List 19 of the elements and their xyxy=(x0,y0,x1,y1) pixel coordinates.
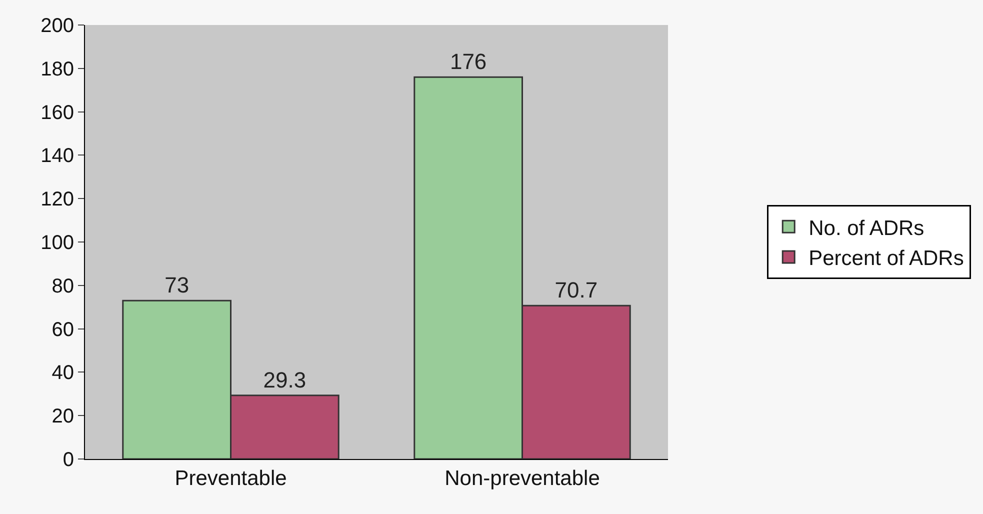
data-label: 176 xyxy=(450,49,487,74)
data-label: 73 xyxy=(164,272,190,298)
data-label: 29.3 xyxy=(263,367,306,392)
y-tick-label: 0 xyxy=(62,449,74,471)
y-tick-label: 60 xyxy=(52,318,74,341)
y-tick-label: 20 xyxy=(52,406,74,428)
legend-label: No. of ADRs xyxy=(808,216,924,240)
x-tick-label: Preventable xyxy=(174,467,287,490)
y-tick-label: 120 xyxy=(40,188,74,211)
y-tick-label: 140 xyxy=(40,145,74,168)
y-tick-label: 80 xyxy=(52,275,74,298)
x-tick-label: Non-preventable xyxy=(444,467,600,490)
y-tick-label: 40 xyxy=(52,362,74,384)
y-tick-label: 180 xyxy=(40,58,74,80)
legend-label: Percent of ADRs xyxy=(808,247,964,270)
y-tick-label: 100 xyxy=(40,232,74,254)
y-tick-label: 160 xyxy=(40,102,74,124)
y-tick-label: 200 xyxy=(40,15,74,37)
data-label: 70.7 xyxy=(554,278,598,303)
